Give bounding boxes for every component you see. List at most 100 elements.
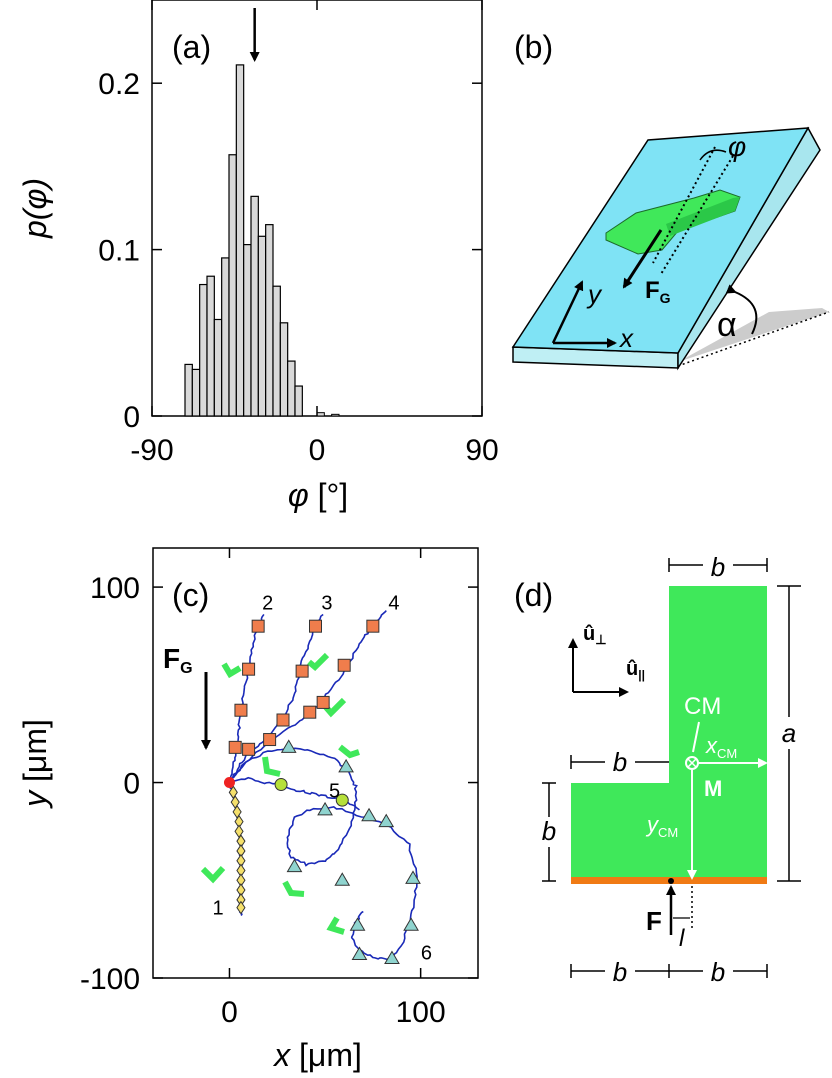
histogram-bar — [279, 322, 289, 417]
triangle-marker — [349, 917, 366, 931]
histogram-bar — [250, 195, 259, 417]
panel-b-label: (b) — [514, 29, 553, 65]
trajectory-6 — [228, 747, 418, 961]
histogram-ticks — [151, 0, 483, 417]
panel-b-inclined-plate: (b) φ FG x y α — [511, 29, 830, 371]
square-marker — [303, 705, 317, 719]
histogram-bar — [199, 283, 208, 417]
triangle-marker — [405, 870, 421, 884]
x-tick-label: 0 — [221, 996, 238, 1029]
trajectory-y-tick-labels: -100 0 100 — [80, 572, 140, 996]
alpha-angle-label: α — [717, 306, 737, 344]
offset-l-label: l — [679, 925, 685, 952]
histogram-bar — [294, 385, 303, 417]
histogram-bar — [184, 363, 193, 417]
trajectory-4 — [229, 610, 387, 783]
y-axis-arrow — [551, 280, 584, 344]
x-tick-label: -90 — [130, 434, 173, 467]
force-f-c: F — [163, 643, 180, 674]
trajectory-markers — [228, 619, 421, 964]
dim-a: a — [782, 718, 796, 748]
y-cm-label: yCM — [645, 812, 678, 840]
square-marker — [251, 619, 265, 633]
panel-a-histogram: -90 0 90 00.10.2 (a) φ [°] p(φ) — [17, 0, 499, 513]
force-f: F — [645, 277, 660, 304]
x-tick-label: 0 — [309, 434, 326, 467]
diamond-marker — [232, 804, 242, 819]
gravity-force-arrow — [622, 229, 663, 289]
triangle-marker — [338, 758, 354, 773]
l-particle-shade — [666, 197, 740, 236]
square-marker — [263, 733, 277, 747]
y-symbol: y — [17, 789, 53, 809]
trajectory-y-axis-label: y [μm] — [17, 719, 53, 809]
particle-axis-dotted — [652, 146, 716, 264]
diamond-marker — [230, 795, 240, 809]
x-unit: [μm] — [299, 1037, 362, 1073]
histogram-bar — [235, 64, 245, 417]
y-unit: [μm] — [17, 719, 53, 782]
xcm-x: x — [705, 733, 718, 758]
plate-shadow — [678, 308, 829, 362]
square-marker — [242, 662, 256, 676]
square-marker — [309, 619, 322, 633]
triangle-marker — [361, 807, 377, 822]
x-symbol: x — [272, 1037, 291, 1073]
panel-d-particle-geometry: (d) b a b b b b û — [514, 552, 801, 987]
dim-label-bg — [537, 817, 561, 847]
histogram-bar — [191, 368, 201, 417]
x-axis-unit: [°] — [318, 477, 349, 513]
triangle-marker — [286, 858, 303, 873]
u-perp-sub: ⊥ — [595, 632, 606, 647]
trajectory-x-axis-label: x [μm] — [272, 1037, 362, 1073]
y-axis-phi-symbol: φ — [17, 189, 53, 210]
diamond-marker — [234, 824, 244, 839]
histogram-x-axis-label: φ [°] — [288, 477, 348, 513]
orientation-glyph — [200, 865, 226, 884]
u-par-sub: || — [638, 668, 645, 682]
trajectory-label: 2 — [262, 593, 273, 615]
contact-point — [668, 878, 674, 884]
panel-c-trajectories: 0 100 -100 0 100 (c) x [μm] y [μm] FG 1 2 3 4 5… — [17, 547, 479, 1073]
x-cm-label: xCM — [705, 733, 737, 761]
circle-marker — [335, 793, 349, 807]
histogram-tail-bar — [316, 412, 325, 417]
torque-m-label: M — [704, 776, 722, 801]
dim-bottom-b-left: b — [613, 957, 627, 987]
histogram-bar — [213, 318, 223, 417]
histogram-bar — [221, 257, 230, 417]
trajectory-x-tick-labels: 0 100 — [221, 996, 446, 1029]
square-marker — [366, 619, 380, 633]
u-perp-label: û⊥ — [583, 623, 607, 647]
histogram-bar — [228, 154, 237, 417]
y-tick-label: 0 — [123, 401, 140, 434]
histogram-tail-bar — [331, 413, 340, 417]
trajectory-plot-frame — [152, 547, 479, 979]
gravity-force-label-c: FG — [163, 643, 193, 677]
y-axis-p: p( — [17, 206, 53, 239]
cm-pointer — [692, 721, 700, 753]
start-point — [223, 777, 235, 789]
ycm-y: y — [645, 812, 660, 837]
orientation-glyph — [338, 744, 360, 759]
phi-angle-label: φ — [728, 131, 746, 162]
triangle-marker — [378, 813, 395, 828]
trajectory-labels: 1 2 3 4 5 6 — [212, 593, 432, 965]
triangle-marker — [384, 950, 400, 964]
dim-label-bg — [605, 958, 635, 984]
cm-label: CM — [684, 693, 721, 720]
histogram-y-tick-labels: 0 0.1 0.2 — [98, 68, 140, 434]
triangle-marker — [317, 801, 333, 816]
contact-force-label: F — [646, 906, 662, 936]
trajectory-label: 5 — [329, 780, 340, 802]
panel-c-label: (c) — [172, 577, 209, 613]
x-tick-label: 100 — [396, 996, 446, 1029]
trajectory-ticks — [153, 548, 478, 979]
dim-bottom-b-right: b — [711, 957, 725, 987]
gravity-force-label: FG — [645, 277, 671, 306]
square-marker — [276, 713, 290, 727]
histogram-y-axis-label: p(φ) — [17, 178, 53, 239]
force-subscript-g: G — [660, 290, 671, 306]
gravity-direction-dotted — [660, 155, 734, 275]
